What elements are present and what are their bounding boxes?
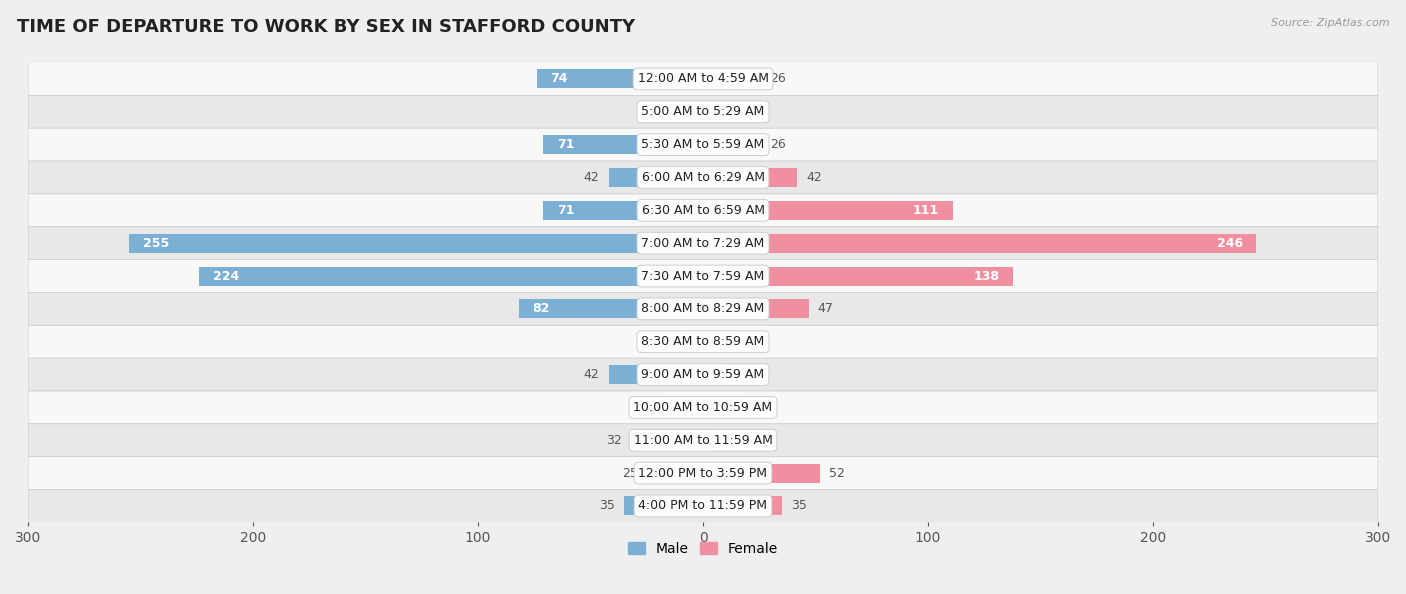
Text: 47: 47 xyxy=(818,302,834,315)
Text: 12:00 PM to 3:59 PM: 12:00 PM to 3:59 PM xyxy=(638,467,768,479)
Bar xyxy=(609,365,703,384)
Text: 6:00 AM to 6:29 AM: 6:00 AM to 6:29 AM xyxy=(641,171,765,184)
Text: 13: 13 xyxy=(741,335,756,348)
Text: 71: 71 xyxy=(557,138,574,151)
Bar xyxy=(129,233,703,252)
Text: 6: 6 xyxy=(672,105,681,118)
Bar xyxy=(703,431,714,450)
Bar xyxy=(519,299,703,318)
Text: 7: 7 xyxy=(671,335,678,348)
Text: 224: 224 xyxy=(212,270,239,283)
Text: 7:00 AM to 7:29 AM: 7:00 AM to 7:29 AM xyxy=(641,236,765,249)
Bar xyxy=(703,233,1257,252)
Text: 11:00 AM to 11:59 AM: 11:00 AM to 11:59 AM xyxy=(634,434,772,447)
Bar xyxy=(703,463,820,483)
Bar xyxy=(688,332,703,351)
FancyBboxPatch shape xyxy=(28,292,1378,326)
Text: 111: 111 xyxy=(912,204,939,217)
Bar xyxy=(703,299,808,318)
Text: 74: 74 xyxy=(550,72,568,86)
Text: 10:00 AM to 10:59 AM: 10:00 AM to 10:59 AM xyxy=(634,401,772,414)
Text: 42: 42 xyxy=(583,368,599,381)
Text: 52: 52 xyxy=(830,467,845,479)
Bar xyxy=(703,102,741,121)
Bar xyxy=(703,332,733,351)
Text: 138: 138 xyxy=(974,270,1000,283)
Text: 6:30 AM to 6:59 AM: 6:30 AM to 6:59 AM xyxy=(641,204,765,217)
Bar xyxy=(200,267,703,286)
FancyBboxPatch shape xyxy=(28,260,1378,292)
FancyBboxPatch shape xyxy=(28,391,1378,424)
Bar xyxy=(631,431,703,450)
Text: 15: 15 xyxy=(644,401,661,414)
Text: 7:30 AM to 7:59 AM: 7:30 AM to 7:59 AM xyxy=(641,270,765,283)
FancyBboxPatch shape xyxy=(28,489,1378,522)
Bar xyxy=(609,168,703,187)
Bar xyxy=(543,135,703,154)
Text: 8:00 AM to 8:29 AM: 8:00 AM to 8:29 AM xyxy=(641,302,765,315)
Bar xyxy=(703,398,740,417)
Text: 82: 82 xyxy=(531,302,550,315)
Bar xyxy=(703,168,797,187)
Text: 12:00 AM to 4:59 AM: 12:00 AM to 4:59 AM xyxy=(637,72,769,86)
Text: 5:30 AM to 5:59 AM: 5:30 AM to 5:59 AM xyxy=(641,138,765,151)
Bar xyxy=(669,398,703,417)
FancyBboxPatch shape xyxy=(28,457,1378,489)
Text: 5:00 AM to 5:29 AM: 5:00 AM to 5:29 AM xyxy=(641,105,765,118)
Text: 255: 255 xyxy=(143,236,169,249)
Text: 4:00 PM to 11:59 PM: 4:00 PM to 11:59 PM xyxy=(638,500,768,513)
FancyBboxPatch shape xyxy=(28,194,1378,227)
Text: 42: 42 xyxy=(583,171,599,184)
Bar xyxy=(703,497,782,516)
Bar xyxy=(703,135,762,154)
Bar xyxy=(703,201,953,220)
Bar xyxy=(703,267,1014,286)
Text: 32: 32 xyxy=(606,434,621,447)
FancyBboxPatch shape xyxy=(28,358,1378,391)
Text: 26: 26 xyxy=(770,72,786,86)
Bar xyxy=(703,365,723,384)
Text: 8:30 AM to 8:59 AM: 8:30 AM to 8:59 AM xyxy=(641,335,765,348)
Text: 17: 17 xyxy=(751,105,766,118)
Text: 71: 71 xyxy=(557,204,574,217)
FancyBboxPatch shape xyxy=(28,161,1378,194)
Text: 16: 16 xyxy=(748,401,763,414)
Text: 25: 25 xyxy=(621,467,638,479)
Text: 35: 35 xyxy=(790,500,807,513)
Text: Source: ZipAtlas.com: Source: ZipAtlas.com xyxy=(1271,18,1389,28)
Text: 246: 246 xyxy=(1216,236,1243,249)
FancyBboxPatch shape xyxy=(28,326,1378,358)
Text: 9:00 AM to 9:59 AM: 9:00 AM to 9:59 AM xyxy=(641,368,765,381)
FancyBboxPatch shape xyxy=(28,227,1378,260)
Text: 26: 26 xyxy=(770,138,786,151)
Text: 42: 42 xyxy=(807,171,823,184)
FancyBboxPatch shape xyxy=(28,424,1378,457)
Text: 5: 5 xyxy=(723,434,731,447)
Bar xyxy=(689,102,703,121)
Text: TIME OF DEPARTURE TO WORK BY SEX IN STAFFORD COUNTY: TIME OF DEPARTURE TO WORK BY SEX IN STAF… xyxy=(17,18,636,36)
Legend: Male, Female: Male, Female xyxy=(623,536,783,561)
Bar xyxy=(537,69,703,89)
FancyBboxPatch shape xyxy=(28,128,1378,161)
Bar xyxy=(647,463,703,483)
FancyBboxPatch shape xyxy=(28,96,1378,128)
Bar xyxy=(624,497,703,516)
Text: 9: 9 xyxy=(733,368,740,381)
Bar xyxy=(543,201,703,220)
FancyBboxPatch shape xyxy=(28,62,1378,96)
Text: 35: 35 xyxy=(599,500,616,513)
Bar xyxy=(703,69,762,89)
